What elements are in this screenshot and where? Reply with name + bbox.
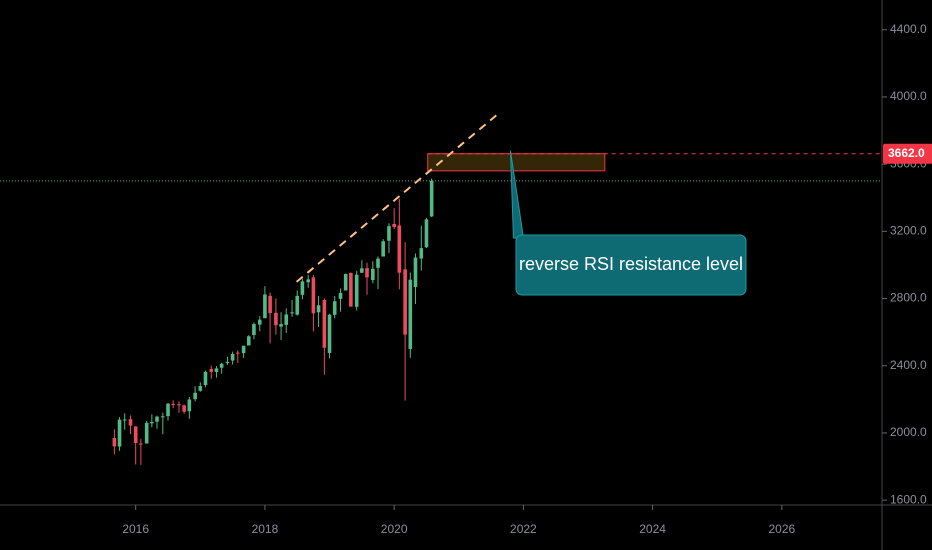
x-tick-label: 2018 xyxy=(252,522,279,536)
candle-body xyxy=(343,274,348,291)
candle-body xyxy=(365,268,369,278)
y-tick-label: 4400.0 xyxy=(890,22,927,36)
candle-body xyxy=(413,257,418,287)
candle-body xyxy=(387,226,391,241)
candle-body xyxy=(397,225,402,273)
candle-body xyxy=(392,223,396,227)
candle-body xyxy=(198,386,203,391)
callout-text: reverse RSI resistance level xyxy=(519,254,743,274)
x-tick-label: 2016 xyxy=(122,522,149,536)
candle-body xyxy=(257,319,262,325)
candle-body xyxy=(274,312,278,326)
candle-body xyxy=(300,281,305,295)
candle-body xyxy=(161,416,165,418)
trend-line xyxy=(295,114,498,283)
x-tick-label: 2020 xyxy=(381,522,408,536)
candle-body xyxy=(360,268,364,273)
candle-body xyxy=(408,279,413,350)
candle-body xyxy=(311,277,316,314)
candle-body xyxy=(128,419,133,426)
candle-body xyxy=(252,324,256,335)
candle-body xyxy=(166,403,170,417)
candle-body xyxy=(279,324,283,327)
candle-body xyxy=(230,353,235,361)
candle-body xyxy=(332,301,337,315)
y-tick-label: 3200.0 xyxy=(890,224,927,238)
candle-body xyxy=(284,314,289,325)
candle-body xyxy=(182,405,186,412)
candle-body xyxy=(193,392,197,400)
candle-body xyxy=(322,300,327,348)
candle-body xyxy=(376,258,380,268)
candle-body xyxy=(295,295,300,315)
x-tick-label: 2022 xyxy=(510,522,537,536)
y-tick-label: 2400.0 xyxy=(890,358,927,372)
candle-body xyxy=(381,241,385,257)
y-tick-label: 4000.0 xyxy=(890,89,927,103)
candle-body xyxy=(150,422,154,424)
y-tick-label: 2800.0 xyxy=(890,291,927,305)
candle-body xyxy=(203,371,208,386)
candle-body xyxy=(419,248,424,259)
candle-body xyxy=(144,422,149,444)
candle-body xyxy=(133,426,138,444)
candle-body xyxy=(306,279,311,283)
candle-body xyxy=(112,437,117,447)
candle-body xyxy=(209,368,214,372)
candle-body xyxy=(349,272,353,307)
candle-body xyxy=(263,294,267,319)
candle-body xyxy=(177,404,181,406)
level-label-bg xyxy=(883,143,932,164)
candle-body xyxy=(241,345,246,354)
resistance-zone xyxy=(427,153,606,172)
candle-body xyxy=(290,312,294,314)
candle-body xyxy=(235,352,240,354)
x-tick-label: 2024 xyxy=(639,522,666,536)
candle-body xyxy=(268,295,272,313)
candle-body xyxy=(219,363,224,368)
candle-body xyxy=(225,361,230,364)
candle-body xyxy=(155,416,159,422)
candle-body xyxy=(371,268,375,281)
candle-body xyxy=(424,219,429,248)
candle-body xyxy=(117,419,122,447)
x-tick-label: 2026 xyxy=(768,522,795,536)
candle-body xyxy=(429,180,434,217)
callout-box xyxy=(515,234,747,296)
candle-body xyxy=(139,443,143,445)
candle-body xyxy=(338,292,343,299)
candle-body xyxy=(171,403,175,405)
candle-body xyxy=(316,305,321,313)
candle-body xyxy=(122,419,127,421)
y-tick-label: 2000.0 xyxy=(890,425,927,439)
candle-body xyxy=(403,269,407,335)
candle-body xyxy=(214,368,219,372)
candle-body xyxy=(246,336,251,346)
level-label: 3662.0 xyxy=(888,146,925,160)
candle-body xyxy=(354,274,359,307)
y-tick-label: 1600.0 xyxy=(890,492,927,506)
candle-body xyxy=(187,399,192,412)
candle-body xyxy=(327,314,332,353)
